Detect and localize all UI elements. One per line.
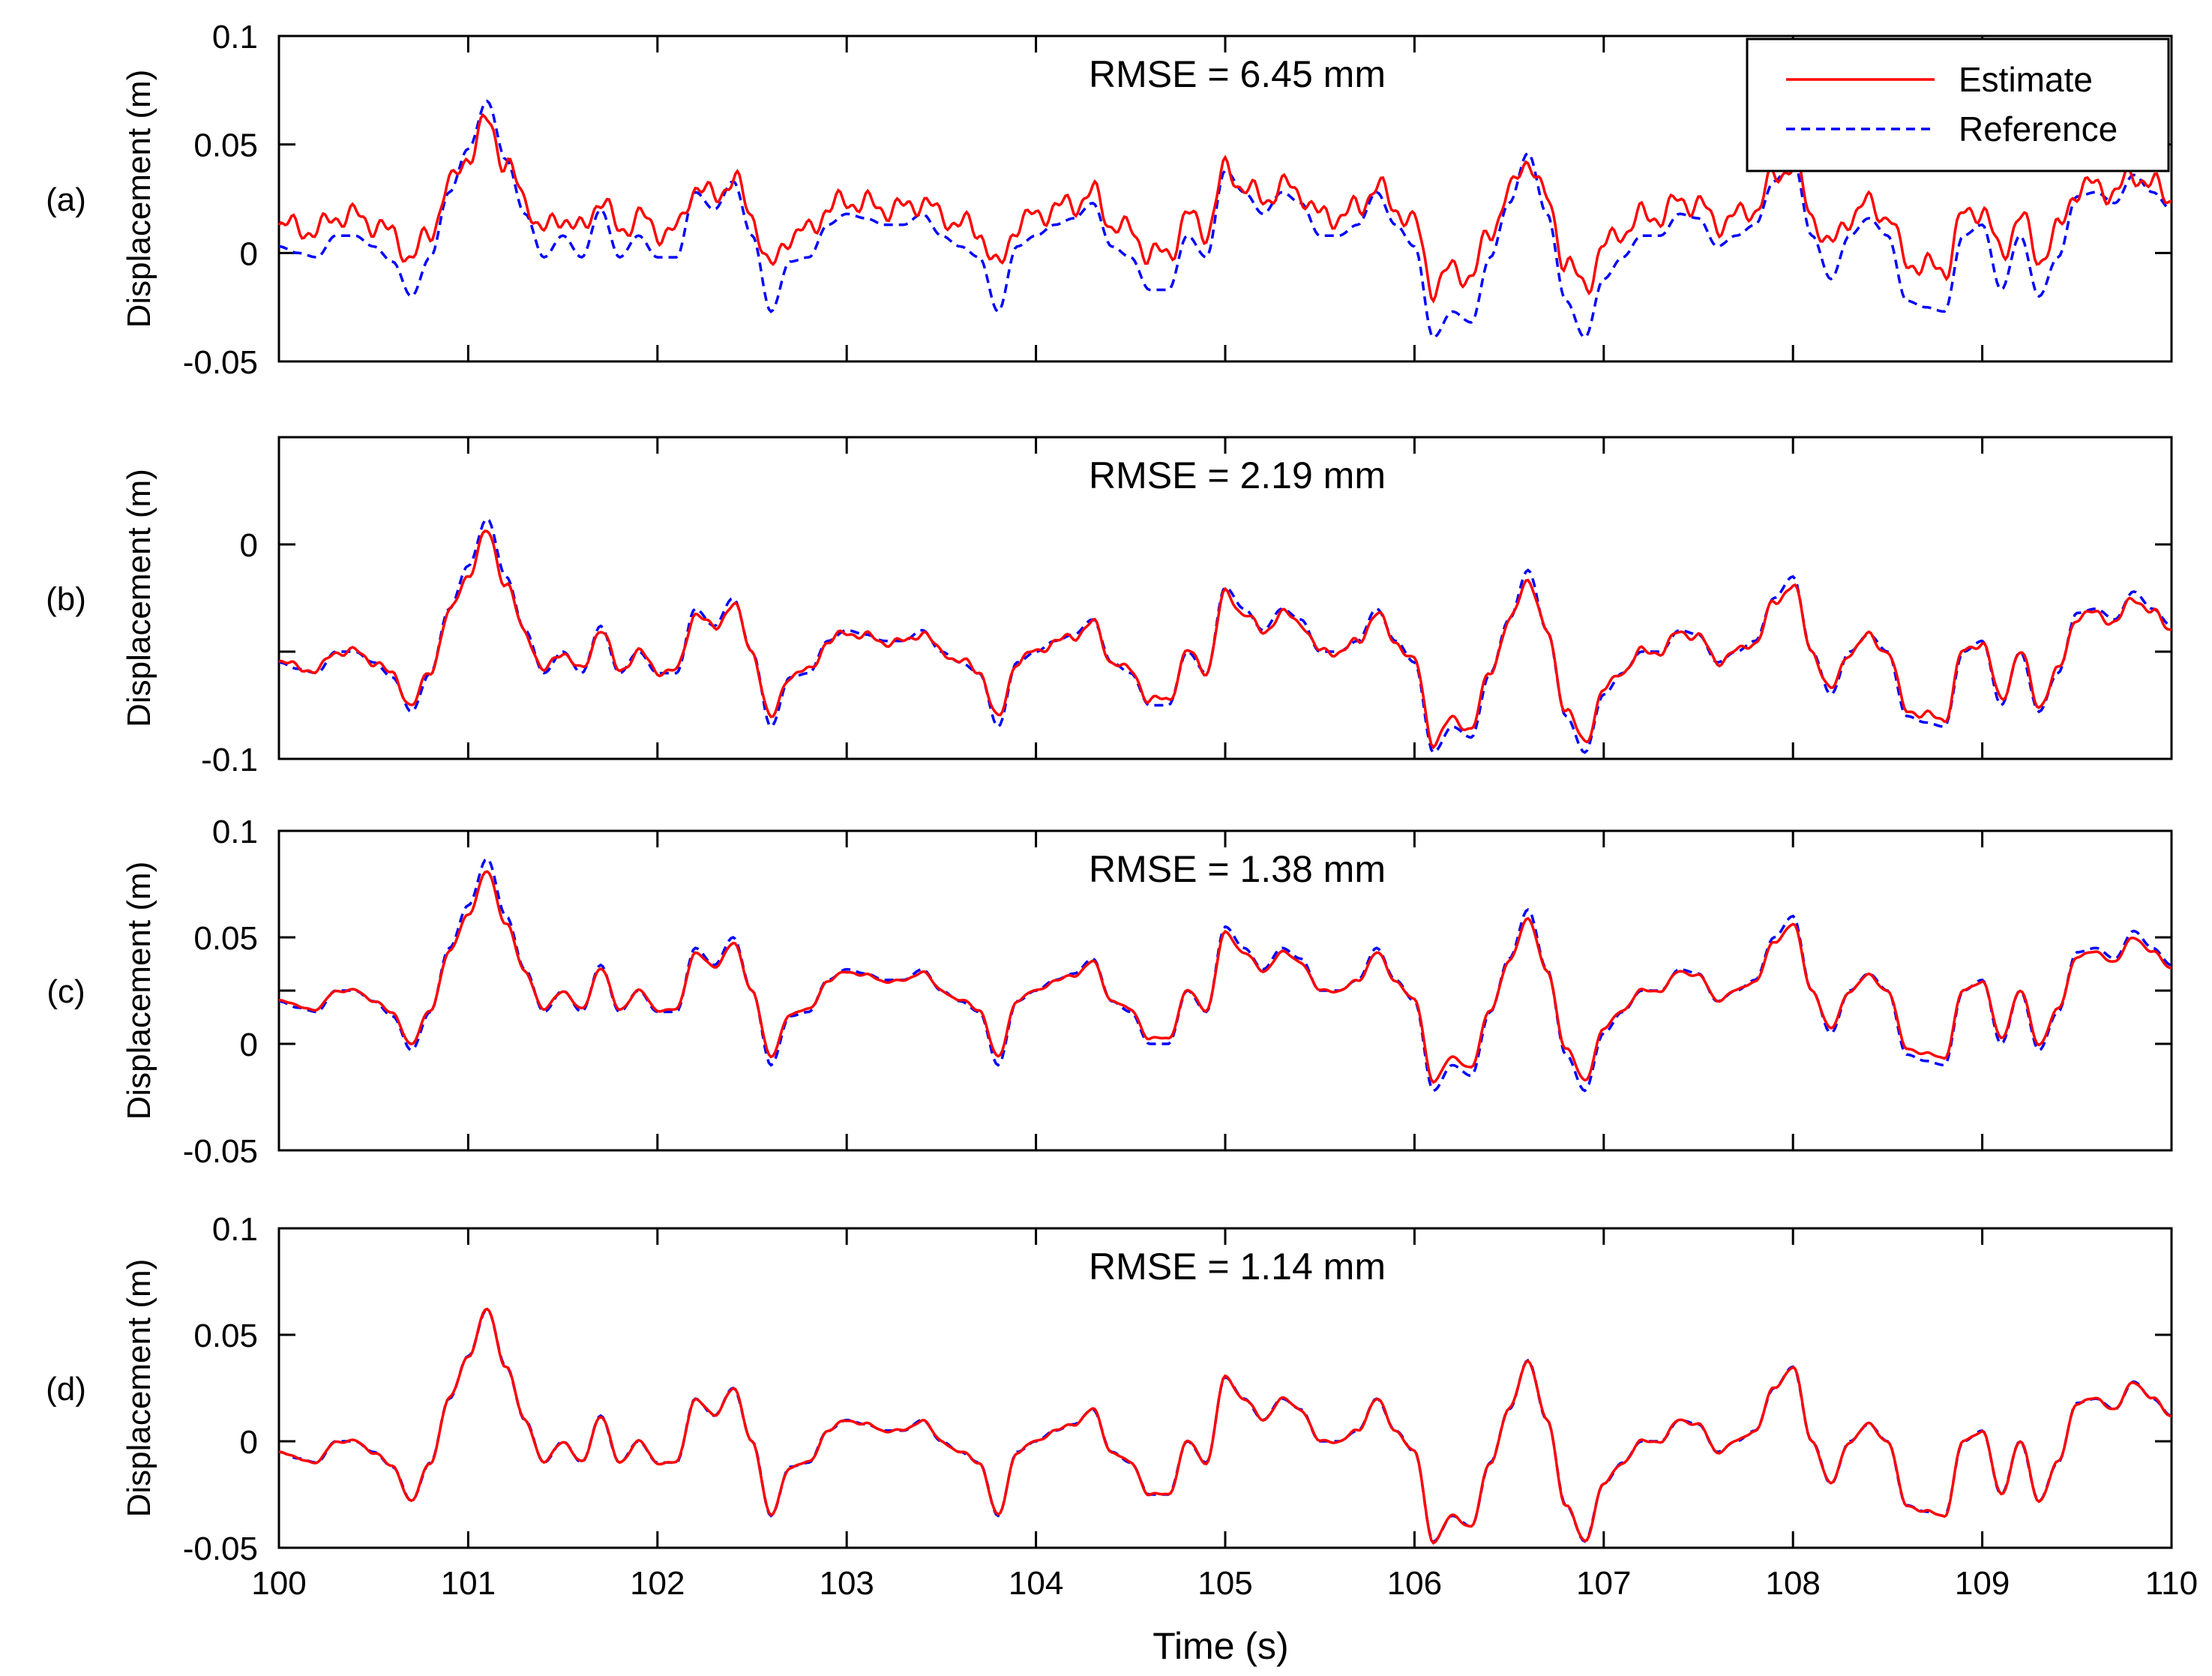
rmse-annotation: RMSE = 6.45 mm [1089,53,1386,95]
y-tick-label: 0.1 [212,814,258,850]
rmse-annotation: RMSE = 1.38 mm [1089,848,1386,890]
x-axis-title: Time (s) [1152,1625,1288,1667]
x-tick-label: 102 [630,1565,685,1602]
panels: -0.05 0 0.05 0.1 Displacement (m) (a) RMSE = 6… [46,19,2198,1602]
panel-label: (a) [46,181,86,218]
panel-a: -0.05 0 0.05 0.1 Displacement (m) (a) RMSE = 6… [46,19,2173,381]
panel-d: -0.05 0 0.05 0.1 100 101 102 103 104 105 106 107 108… [46,1211,2198,1602]
y-tick-label: 0.1 [212,19,258,55]
panel-label: (c) [46,973,85,1010]
reference-series-line [278,1307,2172,1543]
estimate-series-line [278,529,2172,750]
y-tick-label: 0.05 [193,1318,258,1354]
rmse-annotation: RMSE = 2.19 mm [1089,454,1386,496]
y-tick-label: 0.05 [193,920,258,957]
x-tick-label: 104 [1009,1565,1063,1602]
rmse-annotation: RMSE = 1.14 mm [1089,1246,1386,1288]
panel-c: -0.05 0 0.05 0.1 Displacement (m) (c) RMSE = 1… [46,814,2173,1170]
x-tick-label: 107 [1576,1565,1631,1602]
y-tick-label: 0.1 [212,1211,258,1248]
y-tick-label: 0 [240,1424,258,1461]
y-tick-label: -0.05 [183,1531,258,1567]
legend: Estimate Reference [1746,37,2170,172]
legend-estimate-label: Estimate [1959,60,2093,99]
y-tick-label: -0.1 [201,742,258,778]
x-tick-label: 103 [819,1565,874,1602]
panel-label: (b) [46,581,86,618]
y-tick-label: -0.05 [183,344,258,381]
y-axis-title: Displacement (m) [121,70,157,328]
x-tick-label: 105 [1197,1565,1252,1602]
reference-series-line [278,517,2172,754]
x-tick-label: 100 [251,1565,306,1602]
panel-label: (d) [46,1371,86,1408]
legend-reference-label: Reference [1959,109,2118,148]
x-tick-label: 106 [1387,1565,1442,1602]
y-tick-label: 0 [240,527,258,564]
panel-b: -0.1 0 Displacement (m) (b) RMSE = 2.19 mm [46,436,2173,778]
y-tick-label: 0.05 [193,127,258,164]
x-tick-label: 101 [441,1565,496,1602]
reference-series-line [278,99,2172,340]
reference-series-line [278,856,2172,1093]
y-axis-title: Displacement (m) [121,1259,157,1518]
y-axis-title: Displacement (m) [121,862,157,1120]
legend-box [1746,37,2170,172]
y-tick-label: 0 [240,1027,258,1063]
y-tick-label: 0 [240,235,258,272]
x-tick-label: 109 [1955,1565,2010,1602]
estimate-series-line [277,112,2172,304]
x-tick-label: 108 [1765,1565,1820,1602]
y-axis-title: Displacement (m) [121,469,157,727]
y-tick-label: -0.05 [183,1133,258,1170]
estimate-series-line [278,1307,2172,1546]
x-tick-label: 110 [2145,1565,2198,1602]
estimate-series-line [278,870,2172,1084]
